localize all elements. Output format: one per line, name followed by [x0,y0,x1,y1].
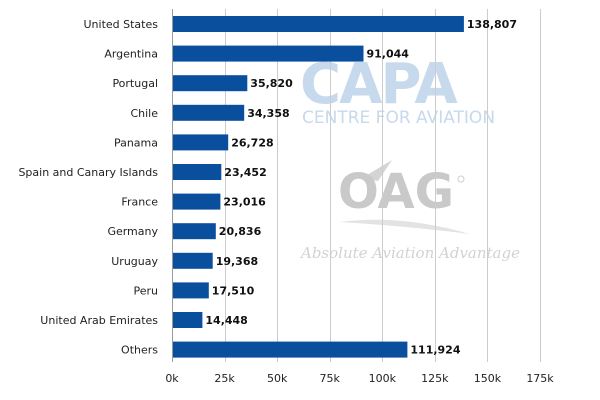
value-label: 34,358 [247,107,289,120]
bar [173,45,364,62]
oag-tagline: Absolute Aviation Advantage [299,244,520,262]
capa-logo-text: CAPA [300,52,458,117]
capa-logo: CAPA CENTRE FOR AVIATION [300,52,495,128]
value-label: 26,728 [231,136,273,149]
x-tick-label: 25k [214,372,235,385]
oag-wing-icon [340,219,470,234]
watermarks: CAPA CENTRE FOR AVIATION OAG Absolute Av… [299,52,520,262]
x-tick-label: 125k [421,372,449,385]
value-label: 138,807 [467,18,517,31]
oag-logo: OAG Absolute Aviation Advantage [299,160,520,262]
registered-mark-icon [457,175,465,183]
value-label: 14,448 [205,314,247,327]
value-label: 20,836 [219,225,262,238]
oag-swoosh-icon [362,160,392,181]
category-label: United Arab Emirates [40,314,158,327]
bar [173,282,209,299]
category-label: Argentina [104,48,158,61]
category-label: Panama [114,136,158,149]
bar [173,223,216,240]
category-label: Spain and Canary Islands [18,166,158,179]
category-labels: United States Argentina Portugal Chile Panam… [18,18,158,357]
x-tick-label: 50k [267,372,288,385]
value-label: 19,368 [216,255,258,268]
bars [173,16,464,358]
x-tick-label: 100k [369,372,397,385]
x-tick-label: 150k [474,372,502,385]
bar [173,341,408,358]
category-label: Portugal [112,77,158,90]
value-labels: 138,807 91,044 35,820 34,358 26,728 23,452 23,… [205,18,517,357]
bar [173,104,245,121]
category-label: Germany [107,225,158,238]
x-tick-label: 175k [526,372,554,385]
category-label: France [121,196,158,209]
value-label: 17,510 [212,284,255,297]
bar [173,252,213,269]
bar [173,164,222,180]
category-label: Others [121,344,158,357]
value-label: 35,820 [250,77,293,90]
category-label: Uruguay [111,255,158,268]
x-tick-label: 0k [165,372,179,385]
category-label: Chile [130,107,158,120]
category-label: Peru [133,284,158,297]
bar [173,75,248,92]
x-axis-tick-labels: 0k 25k 50k 75k 100k 125k 150k 175k [165,372,554,385]
value-label: 23,452 [224,166,266,179]
bar [173,16,464,32]
capa-logo-subtitle: CENTRE FOR AVIATION [302,108,495,128]
gridlines [172,9,541,362]
value-label: 23,016 [223,196,266,209]
bar [173,193,221,210]
value-label: 111,924 [410,344,460,357]
oag-logo-text: OAG [338,164,454,220]
bar [173,312,203,328]
category-label: United States [84,18,159,31]
value-label: 91,044 [367,48,410,61]
x-tick-label: 75k [320,372,341,385]
bar [173,134,229,151]
